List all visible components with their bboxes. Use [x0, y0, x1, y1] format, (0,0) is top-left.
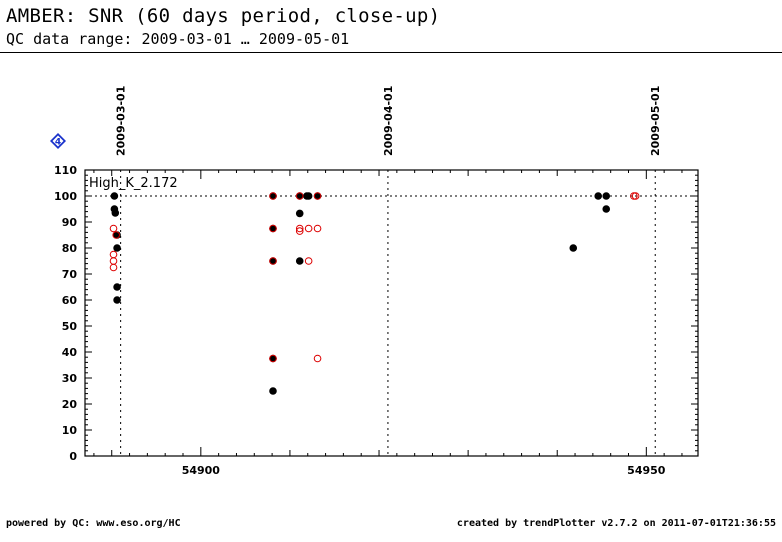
open-data-point: [269, 354, 277, 363]
axes: 0 10 20 30 40 50 60 70 80 90 100 110 54900 54950: [54, 164, 699, 477]
open-data-point: [295, 192, 304, 200]
x-tick-label: 54950: [627, 464, 666, 477]
y-tick-label: 60: [62, 294, 78, 307]
filled-data-point: [111, 209, 120, 217]
open-data-point: [313, 354, 322, 363]
open-data-point: [295, 224, 304, 233]
date-marker-label: 2009-03-01: [115, 86, 128, 156]
date-marker-label: 2009-05-01: [649, 86, 662, 156]
open-data-point: [269, 192, 277, 200]
footer-powered-by: powered by QC: www.eso.org/HC: [6, 518, 181, 529]
filled-data-point: [295, 192, 304, 200]
date-markers: 2009-03-01 2009-04-01 2009-05-01: [115, 86, 662, 456]
footer-created-by: created by trendPlotter v2.7.2 on 2011-0…: [456, 518, 776, 529]
filled-data-point: [269, 354, 277, 363]
y-tick-label: 80: [62, 242, 78, 255]
date-marker-label: 2009-04-01: [382, 86, 395, 156]
y-tick-label: 30: [62, 372, 78, 385]
open-data-point: [304, 257, 313, 265]
filled-data-point: [569, 244, 578, 252]
filled-data-point: [295, 209, 304, 218]
plot-frame: [84, 169, 699, 457]
y-tick-label: 40: [62, 346, 78, 359]
filled-data-point: [269, 387, 277, 395]
series-label: High_K_2.172: [89, 176, 178, 191]
filled-data-point: [304, 192, 313, 200]
y-tick-label: 20: [62, 398, 78, 411]
y-tick-label: 100: [54, 190, 77, 203]
open-data-point: [109, 257, 118, 265]
filled-data-point: [269, 224, 277, 233]
open-data-point: [269, 224, 277, 233]
badge-label: 4: [55, 138, 61, 148]
open-data-point: [112, 231, 120, 239]
open-data-point: [109, 263, 118, 272]
page-title: AMBER: SNR (60 days period, close-up): [6, 5, 441, 27]
qc-data-range: QC data range: 2009-03-01 … 2009-05-01: [6, 30, 350, 48]
filled-data-point: [602, 192, 611, 200]
filled-data-point: [269, 257, 277, 265]
open-data-point: [631, 192, 640, 200]
open-data-point: [269, 257, 277, 265]
filled-data-point: [313, 192, 322, 200]
filled-data-point: [113, 244, 121, 252]
open-data-point: [313, 192, 322, 200]
open-data-point: [109, 250, 118, 259]
open-data-point: [313, 224, 322, 233]
y-tick-label: 50: [62, 320, 78, 333]
filled-data-point: [113, 283, 121, 291]
y-tick-label: 0: [69, 450, 77, 463]
filled-data-point: [113, 296, 121, 304]
open-data-point: [295, 227, 304, 235]
x-tick-label: 54900: [182, 464, 221, 477]
filled-data-point: [602, 205, 611, 213]
data-points: [109, 192, 640, 395]
y-tick-label: 10: [62, 424, 78, 437]
filled-data-point: [594, 192, 603, 200]
open-data-point: [109, 224, 118, 233]
header-divider: [0, 52, 782, 53]
y-tick-label: 110: [54, 164, 77, 177]
filled-data-point: [110, 192, 119, 200]
open-data-point: [304, 224, 313, 233]
filled-data-point: [295, 257, 304, 265]
filled-data-point: [269, 192, 277, 200]
y-tick-label: 70: [62, 268, 78, 281]
diamond-badge-icon[interactable]: 4: [50, 133, 66, 149]
y-tick-label: 90: [62, 216, 78, 229]
